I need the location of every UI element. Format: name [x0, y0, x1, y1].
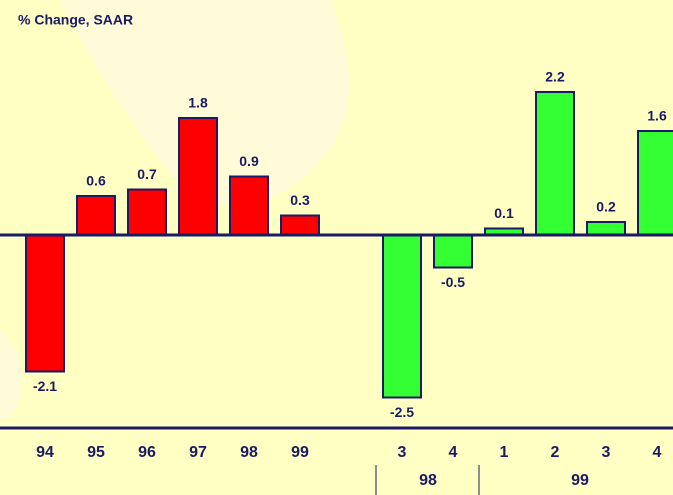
data-label: 1.8	[188, 95, 208, 111]
x-tick-label: 97	[189, 444, 207, 461]
bar	[127, 188, 167, 236]
bar	[586, 221, 626, 236]
x-tick-label: 99	[291, 444, 309, 461]
bar	[637, 130, 673, 236]
data-label: -2.1	[33, 378, 57, 394]
bar	[76, 195, 116, 236]
group-label: 98	[419, 472, 437, 489]
x-tick-label: 3	[602, 444, 611, 461]
bar	[229, 175, 269, 236]
data-label: 0.3	[290, 192, 310, 208]
data-label: 0.7	[137, 166, 157, 182]
x-tick-label: 2	[551, 444, 560, 461]
chart-title: % Change, SAAR	[18, 12, 133, 28]
data-label: 0.9	[239, 153, 259, 169]
data-label: 1.6	[647, 108, 667, 124]
bar	[382, 234, 422, 399]
background-shape	[0, 330, 23, 420]
x-tick-label: 94	[36, 444, 54, 461]
bar	[25, 234, 65, 373]
bar	[433, 234, 473, 269]
group-label: 99	[571, 472, 589, 489]
data-label: 2.2	[545, 69, 565, 85]
bar	[178, 117, 218, 236]
data-label: -0.5	[441, 274, 465, 290]
x-tick-label: 3	[398, 444, 407, 461]
x-tick-label: 4	[449, 444, 458, 461]
bar	[535, 91, 575, 236]
x-tick-label: 96	[138, 444, 156, 461]
x-tick-label: 95	[87, 444, 105, 461]
data-label: 0.2	[596, 199, 616, 215]
background-shape	[60, 0, 350, 206]
x-tick-label: 98	[240, 444, 258, 461]
x-tick-label: 4	[653, 444, 662, 461]
data-label: -2.5	[390, 404, 414, 420]
x-tick-label: 1	[500, 444, 509, 461]
data-label: 0.6	[86, 173, 106, 189]
bar	[280, 214, 320, 236]
data-label: 0.1	[494, 205, 514, 221]
